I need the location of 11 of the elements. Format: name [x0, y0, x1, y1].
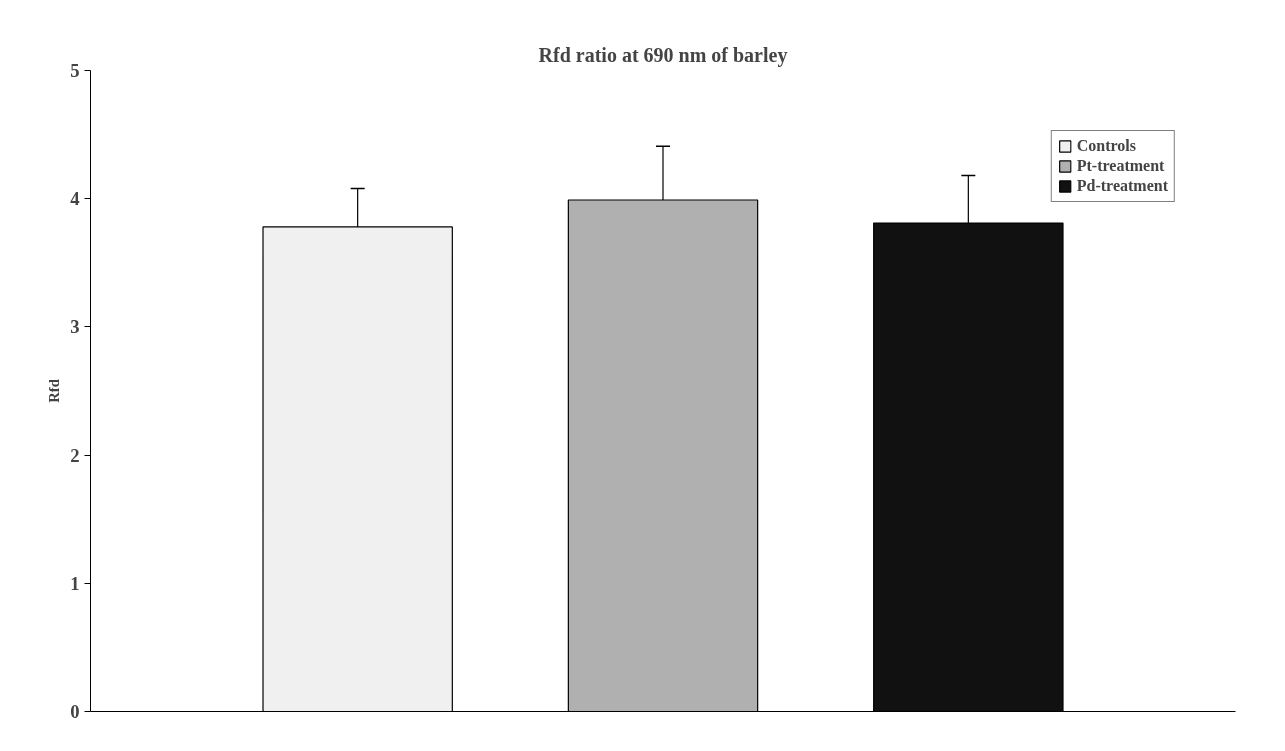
legend-label: Pd-treatment	[1076, 177, 1168, 195]
y-tick-label: 5	[70, 60, 80, 81]
legend-label: Controls	[1076, 137, 1137, 155]
y-axis-title: Rfd	[46, 379, 63, 403]
y-tick-label: 2	[70, 444, 80, 466]
legend-label: Pt-treatment	[1076, 157, 1165, 175]
y-tick-label: 4	[70, 188, 80, 210]
y-tick-label: 3	[70, 316, 80, 338]
y-tick-label: 0	[70, 701, 80, 722]
chart-title: Rfd ratio at 690 nm of barley	[538, 43, 788, 67]
y-tick-label: 1	[70, 572, 80, 594]
